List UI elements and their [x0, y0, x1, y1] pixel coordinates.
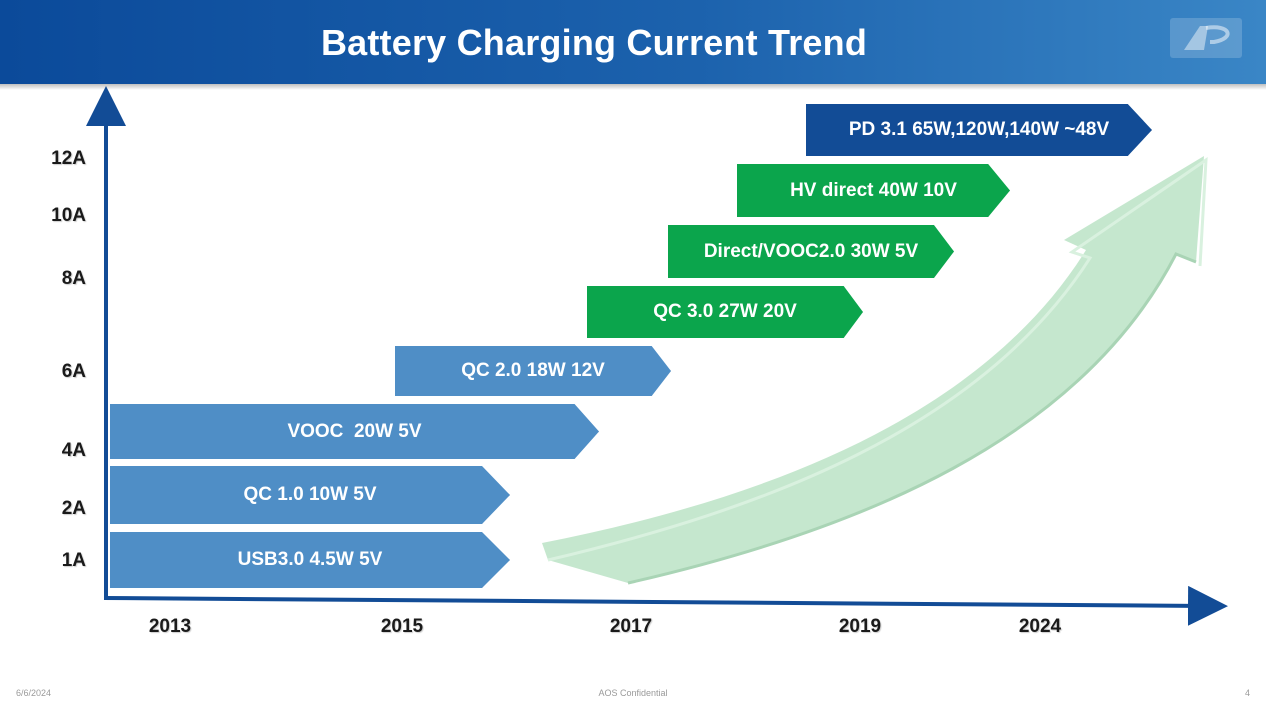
y-tick-label: 10A [51, 205, 86, 226]
timeline-bar-qc1: QC 1.0 10W 5V [110, 466, 510, 524]
timeline-bar-usb3: USB3.0 4.5W 5V [110, 532, 510, 588]
x-tick-label: 2017 [609, 616, 653, 637]
timeline-bar-hv-direct: HV direct 40W 10V [737, 164, 1010, 217]
y-tick-label: 12A [51, 148, 86, 169]
title-banner [0, 0, 1266, 84]
x-tick-label: 2013 [148, 616, 192, 637]
footer-confidential: AOS Confidential [598, 688, 668, 698]
y-tick-label: 2A [61, 498, 86, 519]
logo-mark-icon [1184, 25, 1230, 50]
timeline-bar-qc2: QC 2.0 18W 12V [395, 346, 671, 396]
y-tick-label: 8A [61, 268, 86, 289]
trend-arrow [542, 156, 1208, 585]
timeline-bar-pd31: PD 3.1 65W,120W,140W ~48V [806, 104, 1152, 156]
slide-title: Battery Charging Current Trend [320, 22, 868, 63]
timeline-bar-vooc: VOOC 20W 5V [110, 404, 599, 459]
company-logo [1170, 18, 1242, 58]
footer-date: 6/6/2024 [16, 688, 52, 698]
x-tick-label: 2015 [380, 616, 424, 637]
x-tick-label: 2019 [838, 616, 882, 637]
y-tick-label: 4A [61, 440, 86, 461]
page-number: 4 [1244, 688, 1250, 698]
timeline-bar-direct-vooc2: Direct/VOOC2.0 30W 5V [668, 225, 954, 278]
x-tick-label: 2024 [1018, 616, 1062, 637]
y-tick-label: 6A [61, 361, 86, 382]
y-tick-label: 1A [61, 550, 86, 571]
title-banner-shadow [0, 84, 1266, 90]
timeline-bar-qc3: QC 3.0 27W 20V [587, 286, 863, 338]
x-axis [103, 585, 1228, 626]
